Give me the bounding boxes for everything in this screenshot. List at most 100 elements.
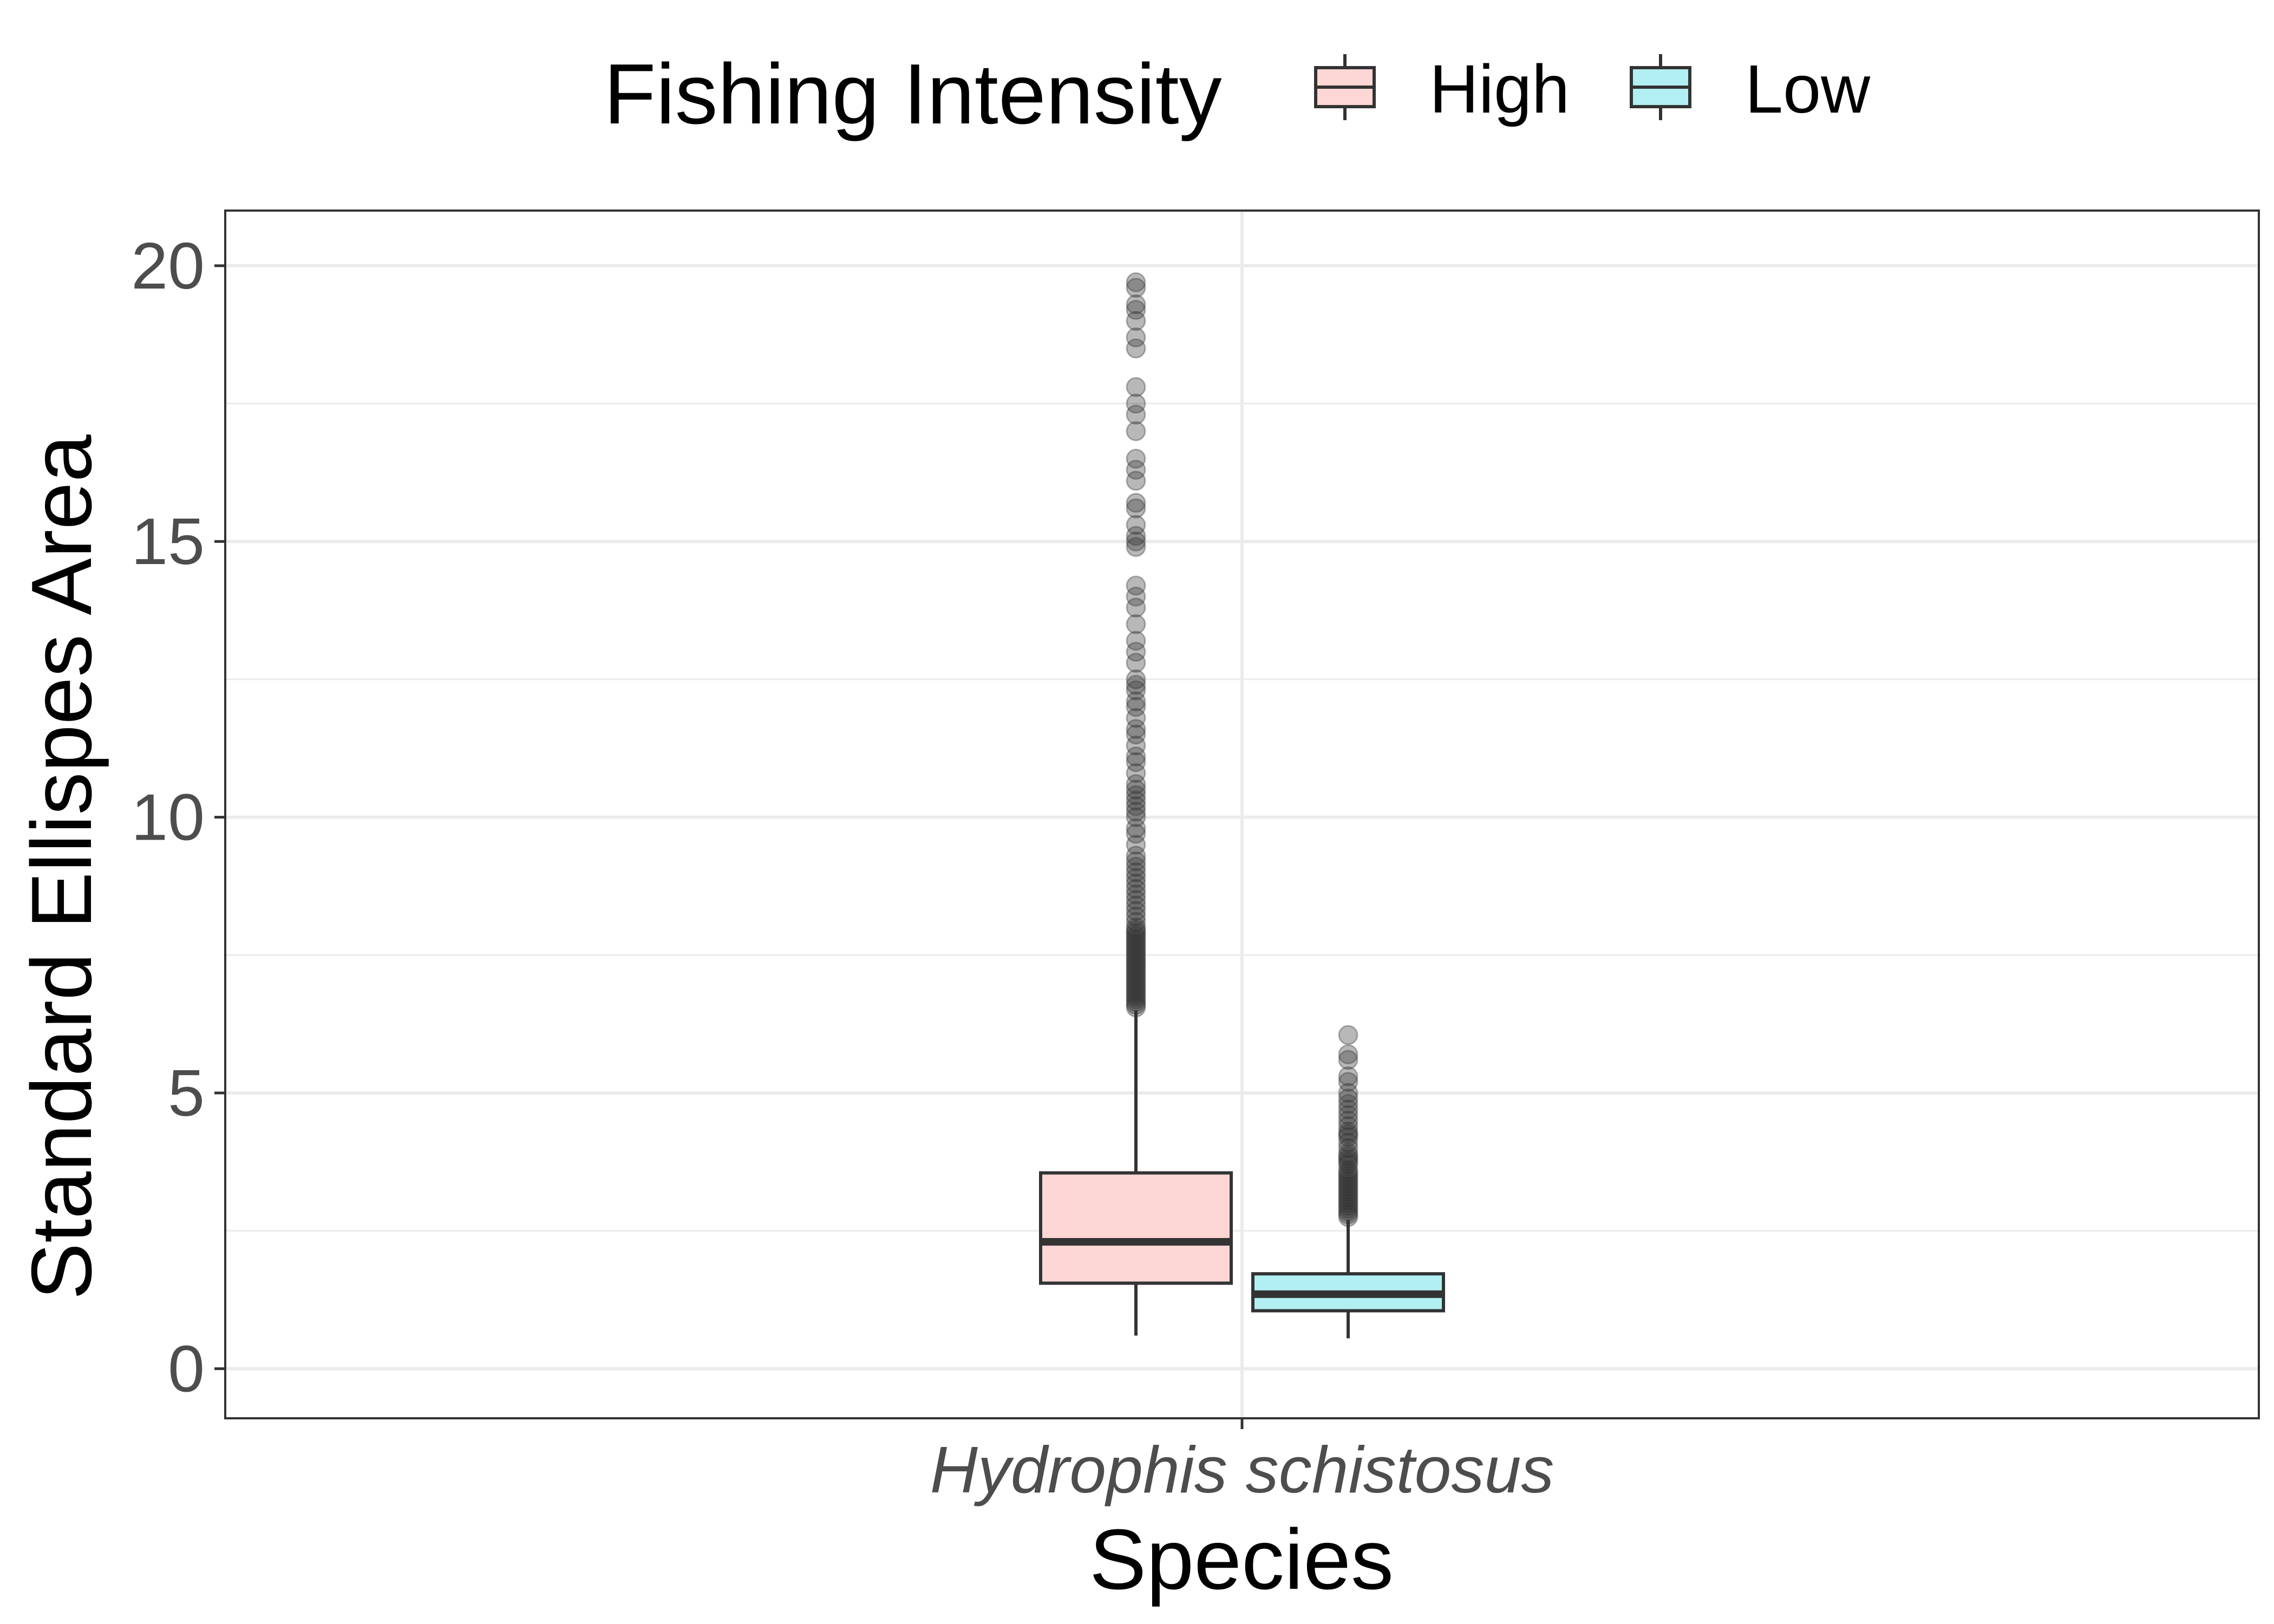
outlier-point	[1126, 460, 1146, 480]
outlier-point	[1126, 752, 1146, 772]
outlier-point	[1126, 697, 1146, 717]
outlier-point	[1338, 1083, 1358, 1103]
x-axis-title: Species	[1089, 1512, 1394, 1607]
outlier-point	[1126, 912, 1146, 932]
outlier-point	[1338, 1179, 1358, 1200]
outlier-point	[1126, 790, 1146, 811]
outlier-point	[1338, 1182, 1358, 1202]
outlier-point	[1126, 994, 1146, 1015]
outlier-point	[1338, 1044, 1358, 1065]
outlier-point	[1126, 970, 1146, 990]
outlier-point	[1126, 746, 1146, 767]
outlier-point	[1126, 835, 1146, 855]
outlier-point	[1338, 1204, 1358, 1224]
outlier-point	[1338, 1127, 1358, 1147]
outlier-point	[1126, 763, 1146, 783]
outlier-point	[1126, 708, 1146, 728]
outlier-point	[1126, 641, 1146, 662]
outlier-point	[1338, 1160, 1358, 1181]
y-tick-label: 5	[168, 1056, 205, 1130]
outlier-point	[1338, 1132, 1358, 1153]
outlier-point	[1338, 1121, 1358, 1142]
outlier-point	[1126, 807, 1146, 828]
outlier-point	[1126, 294, 1146, 315]
outlier-point	[1126, 421, 1146, 441]
outlier-point	[1126, 774, 1146, 794]
outlier-point	[1338, 1168, 1358, 1189]
outlier-point	[1126, 942, 1146, 962]
outlier-point	[1126, 691, 1146, 712]
outlier-point	[1338, 1196, 1358, 1216]
y-tick-label: 10	[131, 781, 205, 854]
outlier-point	[1338, 1025, 1358, 1045]
outlier-point	[1126, 818, 1146, 839]
outlier-point	[1338, 1154, 1358, 1175]
outlier-point	[1126, 614, 1146, 634]
outlier-point	[1126, 498, 1146, 519]
outlier-point	[1126, 448, 1146, 469]
y-tick-label: 15	[131, 505, 205, 578]
outlier-point	[1126, 989, 1146, 1010]
outlier-point	[1126, 823, 1146, 844]
outlier-point	[1126, 923, 1146, 944]
y-tick-label: 0	[168, 1332, 205, 1405]
outlier-point	[1126, 851, 1146, 872]
outlier-point	[1126, 959, 1146, 979]
outlier-point	[1126, 978, 1146, 998]
outlier-point	[1338, 1050, 1358, 1070]
outlier-point	[1126, 586, 1146, 607]
outlier-point	[1126, 906, 1146, 927]
outlier-point	[1126, 724, 1146, 745]
outlier-point	[1126, 939, 1146, 960]
outlier-point	[1126, 719, 1146, 739]
legend-keys: High Low	[1314, 51, 1871, 127]
iqr-box	[1039, 1171, 1233, 1285]
legend-title: Fishing Intensity	[604, 47, 1222, 142]
outlier-point	[1126, 997, 1146, 1018]
outlier-point	[1126, 404, 1146, 425]
box-low	[1251, 1025, 1445, 1339]
outlier-point	[1338, 1151, 1358, 1172]
outlier-point	[1126, 901, 1146, 921]
outlier-point	[1338, 1088, 1358, 1109]
outlier-point	[1126, 780, 1146, 800]
outlier-point	[1338, 1193, 1358, 1214]
outlier-point	[1126, 377, 1146, 397]
outlier-point	[1126, 801, 1146, 822]
outlier-point	[1338, 1110, 1358, 1131]
y-tick-label: 20	[131, 229, 205, 303]
outlier-point	[1126, 953, 1146, 974]
outlier-point	[1126, 937, 1146, 957]
outlier-point	[1126, 531, 1146, 552]
outlier-point	[1338, 1146, 1358, 1167]
outlier-point	[1126, 680, 1146, 700]
outlier-point	[1126, 986, 1146, 1007]
outlier-point	[1126, 515, 1146, 535]
outlier-point	[1126, 961, 1146, 982]
box-high	[1039, 272, 1233, 1336]
outlier-point	[1126, 920, 1146, 940]
outlier-point	[1126, 868, 1146, 888]
outlier-point	[1126, 311, 1146, 331]
outlier-point	[1338, 1138, 1358, 1158]
outlier-point	[1126, 735, 1146, 756]
outlier-point	[1338, 1199, 1358, 1219]
outlier-point	[1126, 631, 1146, 651]
outlier-point	[1126, 272, 1146, 292]
outlier-point	[1126, 536, 1146, 557]
legend-label-high: High	[1429, 51, 1570, 127]
outlier-point	[1338, 1116, 1358, 1136]
outlier-point	[1126, 785, 1146, 806]
outlier-point	[1338, 1176, 1358, 1197]
outlier-point	[1338, 1201, 1358, 1222]
outlier-point	[1126, 967, 1146, 987]
outlier-point	[1126, 884, 1146, 905]
outlier-point	[1126, 950, 1146, 971]
outlier-point	[1126, 992, 1146, 1012]
outlier-point	[1126, 926, 1146, 946]
outlier-point	[1126, 889, 1146, 910]
outlier-point	[1338, 1066, 1358, 1086]
outlier-point	[1126, 669, 1146, 690]
outlier-point	[1126, 917, 1146, 938]
outlier-point	[1126, 675, 1146, 695]
